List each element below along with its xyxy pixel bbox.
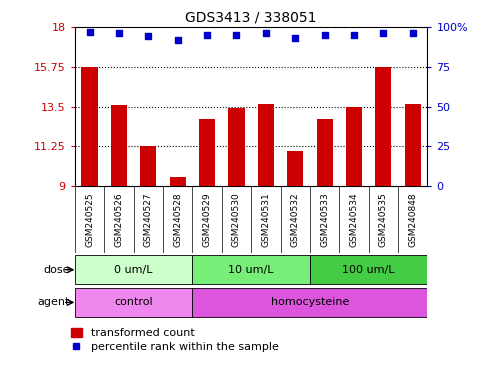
Text: GSM240526: GSM240526: [114, 192, 124, 247]
Text: control: control: [114, 297, 153, 308]
Bar: [375, 67, 391, 186]
Bar: [316, 119, 333, 186]
Bar: [140, 146, 156, 186]
Bar: [192, 255, 310, 285]
Point: [144, 33, 152, 40]
Bar: [75, 255, 192, 285]
Text: GSM240527: GSM240527: [144, 192, 153, 247]
Point: [203, 32, 211, 38]
Point: [291, 35, 299, 41]
Point: [85, 28, 93, 35]
Bar: [82, 67, 98, 186]
Bar: [170, 177, 186, 186]
Legend: transformed count, percentile rank within the sample: transformed count, percentile rank withi…: [71, 328, 279, 352]
Text: GSM240848: GSM240848: [408, 192, 417, 247]
Point: [262, 30, 270, 36]
Text: GSM240532: GSM240532: [291, 192, 300, 247]
Bar: [228, 108, 244, 186]
Bar: [199, 119, 215, 186]
Bar: [405, 104, 421, 186]
Bar: [75, 288, 192, 317]
Text: GSM240529: GSM240529: [202, 192, 212, 247]
Point: [233, 32, 241, 38]
Text: homocysteine: homocysteine: [271, 297, 349, 308]
Title: GDS3413 / 338051: GDS3413 / 338051: [185, 10, 317, 24]
Text: GSM240534: GSM240534: [350, 192, 358, 247]
Text: 100 um/L: 100 um/L: [342, 265, 395, 275]
Text: GSM240535: GSM240535: [379, 192, 388, 247]
Point: [174, 36, 182, 43]
Bar: [346, 108, 362, 186]
Text: GSM240528: GSM240528: [173, 192, 182, 247]
Point: [380, 30, 387, 36]
Text: GSM240533: GSM240533: [320, 192, 329, 247]
Bar: [111, 105, 127, 186]
Bar: [258, 104, 274, 186]
Text: 10 um/L: 10 um/L: [228, 265, 274, 275]
Text: agent: agent: [38, 297, 70, 308]
Point: [350, 32, 358, 38]
Point: [115, 30, 123, 36]
Bar: [287, 151, 303, 186]
Bar: [310, 255, 427, 285]
Point: [409, 30, 417, 36]
Point: [321, 32, 328, 38]
Text: dose: dose: [43, 265, 70, 275]
Bar: [192, 288, 427, 317]
Text: GSM240525: GSM240525: [85, 192, 94, 247]
Text: 0 um/L: 0 um/L: [114, 265, 153, 275]
Text: GSM240531: GSM240531: [261, 192, 270, 247]
Text: GSM240530: GSM240530: [232, 192, 241, 247]
